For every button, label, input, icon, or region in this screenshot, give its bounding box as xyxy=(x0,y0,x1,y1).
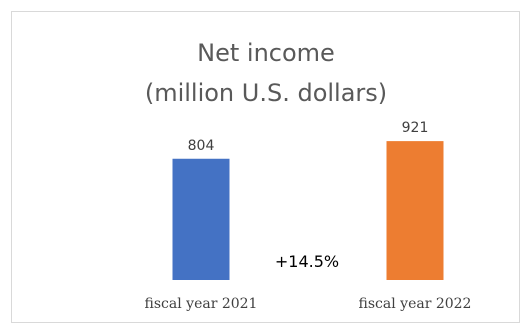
category-label-1: fiscal year 2021 xyxy=(145,296,258,312)
bar-2 xyxy=(386,141,444,280)
data-label-1: 804 xyxy=(188,138,215,154)
category-label-2: fiscal year 2022 xyxy=(359,296,472,312)
data-label-2: 921 xyxy=(402,120,429,136)
growth-annotation: +14.5% xyxy=(275,252,339,271)
chart-title: Net income (million U.S. dollars) xyxy=(144,39,388,107)
bar-1 xyxy=(172,158,230,280)
